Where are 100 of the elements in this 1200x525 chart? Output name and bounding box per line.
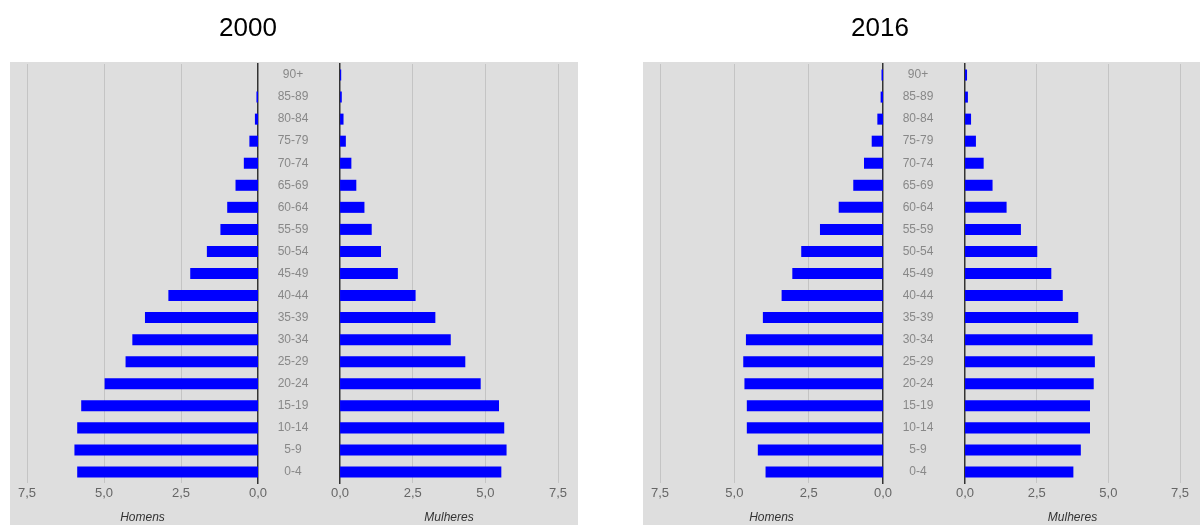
x-tick-label: 7,5 <box>548 485 568 501</box>
x-axis-title: Homens <box>749 510 794 525</box>
y-tick-label: 55-59 <box>902 221 934 236</box>
bar <box>104 378 258 390</box>
bar <box>340 135 346 147</box>
bar <box>965 356 1095 368</box>
bar <box>863 157 883 169</box>
bar <box>227 201 258 213</box>
x-tick-label: 5,0 <box>725 485 744 501</box>
bar <box>965 69 968 81</box>
y-tick-label: 65-69 <box>277 177 309 192</box>
y-tick-label: 60-64 <box>902 199 934 214</box>
bar <box>340 157 352 169</box>
bar <box>77 466 258 478</box>
y-tick-label: 80-84 <box>277 111 309 126</box>
bar <box>965 245 1038 257</box>
bar <box>235 179 258 191</box>
bar <box>340 378 481 390</box>
y-tick-label: 15-19 <box>902 398 934 413</box>
x-axis-title: Mulheres <box>424 510 474 525</box>
bar <box>965 422 1090 434</box>
y-tick-label: 65-69 <box>902 177 934 192</box>
y-tick-label: 30-34 <box>902 331 934 346</box>
bar <box>965 444 1081 456</box>
bar <box>125 356 258 368</box>
y-tick-label: 0-4 <box>284 464 302 479</box>
y-tick-label: 15-19 <box>277 398 309 413</box>
y-tick-label: 45-49 <box>277 265 309 280</box>
bar <box>965 290 1063 302</box>
bar <box>340 312 436 324</box>
bar <box>243 157 258 169</box>
bar <box>220 223 258 235</box>
bar <box>340 223 372 235</box>
bar <box>838 201 883 213</box>
bar <box>74 444 258 456</box>
bar <box>965 113 972 125</box>
bar <box>877 113 883 125</box>
bar <box>965 179 993 191</box>
bar <box>144 312 258 324</box>
bar <box>340 290 416 302</box>
bar <box>340 267 398 280</box>
y-tick-label: 30-34 <box>277 331 309 346</box>
bar <box>965 334 1093 346</box>
bar <box>132 334 258 346</box>
bar <box>340 245 382 257</box>
bar <box>781 290 883 302</box>
bar <box>340 201 365 213</box>
x-tick-label: 5,0 <box>94 485 114 501</box>
y-tick-label: 60-64 <box>277 199 309 214</box>
y-tick-label: 70-74 <box>902 155 934 170</box>
y-tick-label: 35-39 <box>277 309 309 324</box>
bar <box>81 400 258 412</box>
bar <box>746 422 883 434</box>
bar <box>340 400 499 412</box>
y-tick-label: 20-24 <box>902 376 934 391</box>
bar <box>77 422 258 434</box>
y-tick-label: 50-54 <box>277 243 309 258</box>
y-tick-label: 80-84 <box>902 111 934 126</box>
bar <box>965 157 984 169</box>
x-tick-label: 5,0 <box>1099 485 1118 501</box>
bar <box>965 400 1090 412</box>
bar <box>765 466 883 478</box>
bar <box>965 91 968 103</box>
x-tick-label: 2,5 <box>799 485 818 501</box>
bar <box>853 179 883 191</box>
bar <box>965 223 1021 235</box>
y-tick-label: 10-14 <box>277 420 309 435</box>
y-tick-label: 25-29 <box>902 354 934 369</box>
x-axis-title: Homens <box>120 510 165 525</box>
y-tick-label: 5-9 <box>284 442 302 457</box>
chart-title: 2000 <box>219 12 277 43</box>
y-tick-label: 75-79 <box>277 133 309 148</box>
x-axis-title: Mulheres <box>1047 510 1098 525</box>
y-tick-label: 90+ <box>282 67 304 82</box>
bar <box>340 113 344 125</box>
bar <box>254 113 258 125</box>
bar <box>340 334 451 346</box>
bar <box>965 466 1074 478</box>
x-tick-label: 0,0 <box>331 485 350 501</box>
y-tick-label: 45-49 <box>902 265 934 280</box>
x-tick-label: 2,5 <box>1027 485 1046 501</box>
y-tick-label: 50-54 <box>902 243 934 258</box>
y-tick-label: 40-44 <box>902 287 934 302</box>
y-tick-label: 55-59 <box>277 221 309 236</box>
bar <box>965 135 976 147</box>
bar <box>340 179 357 191</box>
y-tick-label: 90+ <box>907 67 929 82</box>
y-tick-label: 20-24 <box>277 376 309 391</box>
bar <box>965 378 1094 390</box>
y-tick-label: 10-14 <box>902 420 934 435</box>
y-tick-label: 85-89 <box>277 89 309 104</box>
bar <box>340 422 505 434</box>
x-tick-label: 2,5 <box>171 485 191 501</box>
y-tick-label: 40-44 <box>277 287 309 302</box>
bar <box>340 466 502 478</box>
bar <box>819 223 883 235</box>
y-tick-label: 5-9 <box>909 442 927 457</box>
y-tick-label: 70-74 <box>277 155 309 170</box>
x-tick-label: 0,0 <box>873 485 893 501</box>
bar <box>249 135 258 147</box>
